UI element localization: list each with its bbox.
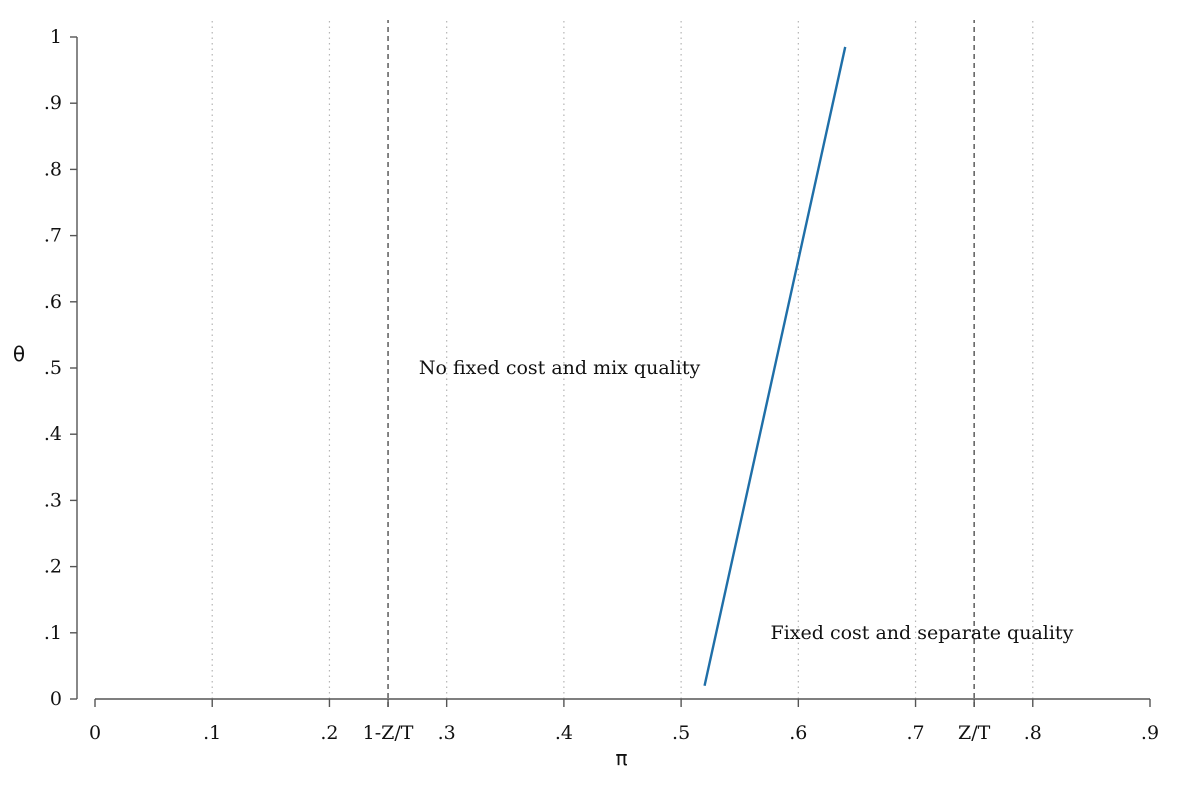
- annotation-label: No fixed cost and mix quality: [419, 357, 701, 379]
- x-tick-label: .2: [320, 722, 338, 744]
- reference-line-layer: [387, 20, 975, 707]
- annotation-layer: No fixed cost and mix quality Fixed cost …: [419, 357, 1074, 644]
- x-axis-title: π: [615, 746, 627, 770]
- y-axis-title: θ: [13, 342, 25, 366]
- x-tick-label: .1: [203, 722, 221, 744]
- x-tick-label: .5: [672, 722, 690, 744]
- y-tick-label: .6: [44, 291, 62, 313]
- y-tick-label: .8: [44, 158, 62, 180]
- x-tick-label: .3: [438, 722, 456, 744]
- y-tick-label: .9: [44, 92, 62, 114]
- x-tick-label: 1-Z/T: [363, 722, 414, 744]
- y-tick-label: 1: [50, 26, 62, 48]
- x-tick-layer: 0 .1 .2 1-Z/T .3 .4 .5 .6 .7 Z/T .8 .9: [89, 699, 1159, 744]
- x-tick-label: .7: [906, 722, 924, 744]
- y-tick-label: 0: [50, 688, 62, 710]
- y-tick-label: .7: [44, 225, 62, 247]
- x-tick-label: .8: [1024, 722, 1042, 744]
- x-tick-label: .6: [789, 722, 807, 744]
- y-tick-layer: 0 .1 .2 .3 .4 .5 .6 .7 .8 .9 1: [44, 26, 77, 710]
- series-layer: [703, 46, 847, 687]
- x-tick-label: 0: [89, 722, 101, 744]
- x-tick-label: Z/T: [958, 722, 991, 744]
- y-tick-label: .3: [44, 489, 62, 511]
- y-tick-label: .4: [44, 423, 62, 445]
- annotation-label: Fixed cost and separate quality: [771, 622, 1074, 644]
- x-tick-label: .4: [555, 722, 573, 744]
- y-tick-label: .2: [44, 556, 62, 578]
- series-line: [703, 46, 847, 687]
- y-tick-label: .5: [44, 357, 62, 379]
- x-tick-label: .9: [1141, 722, 1159, 744]
- y-tick-label: .1: [44, 622, 62, 644]
